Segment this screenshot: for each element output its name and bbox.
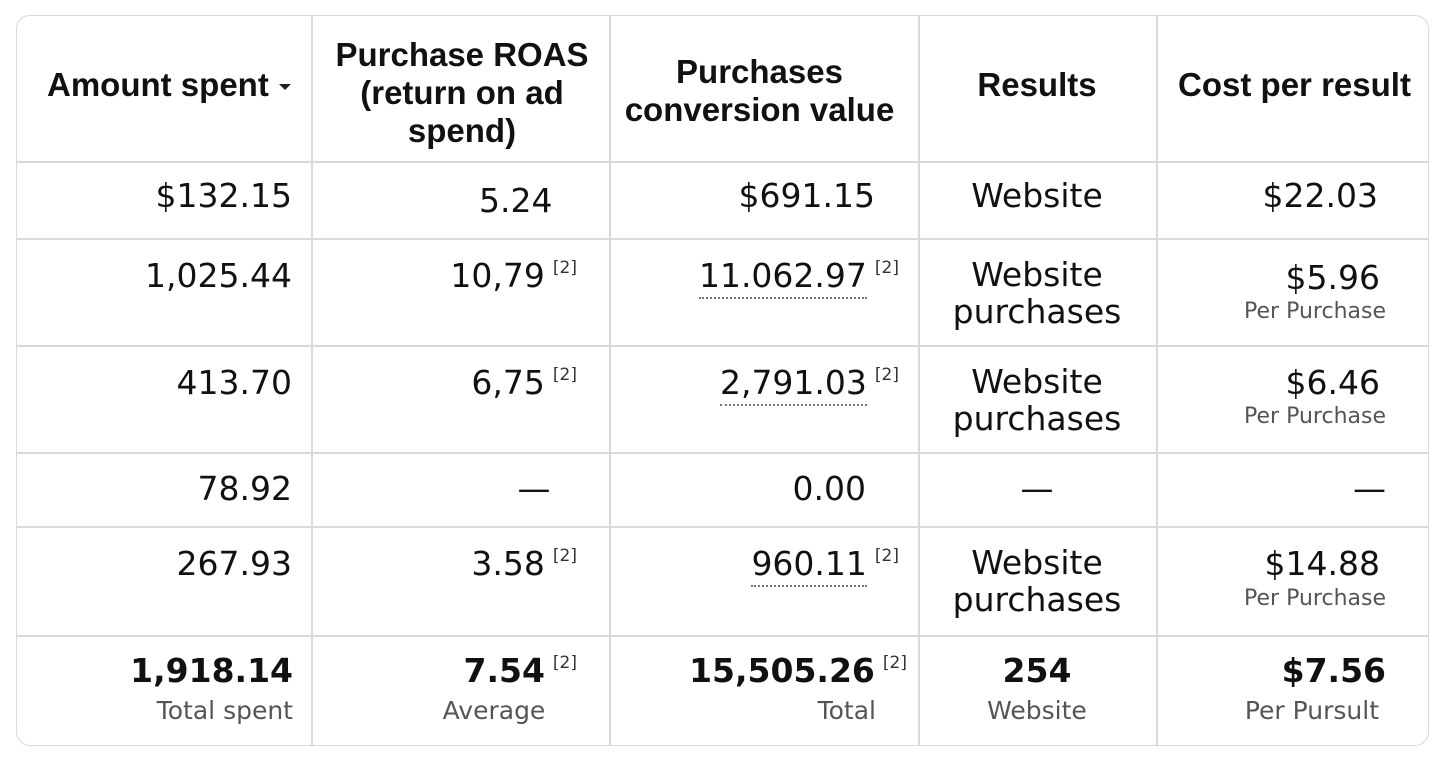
footnote-ref[interactable]: [2]	[874, 258, 899, 278]
row5-result: Website purchases	[952, 543, 1122, 619]
footnote-ref[interactable]: [2]	[552, 653, 577, 673]
total-cost: $7.56	[1281, 651, 1386, 690]
row1-amount: $132.15	[155, 176, 292, 215]
footnote-ref[interactable]: [2]	[552, 546, 577, 566]
caret-down-icon[interactable]	[278, 84, 291, 91]
total-results-label: Website	[987, 696, 1087, 725]
row2-result: Website purchases	[952, 255, 1122, 331]
header-amount-spent[interactable]: Amount spent	[47, 66, 307, 104]
row2-amount: 1,025.44	[145, 256, 292, 295]
footnote-ref[interactable]: [2]	[874, 546, 899, 566]
total-results: 254	[1002, 651, 1072, 690]
row3-value: 2,791.03 [2]	[617, 363, 899, 406]
header-amount-spent-label: Amount spent	[47, 66, 269, 103]
row5-roas: 3.58 [2]	[317, 544, 577, 583]
row3-roas: 6,75 [2]	[317, 363, 577, 402]
row3-cost-sub: Per Purchase	[1244, 404, 1386, 429]
footnote-ref[interactable]: [2]	[874, 365, 899, 385]
total-roas: 7.54 [2]	[317, 651, 577, 690]
row1-value: $691.15	[738, 176, 875, 215]
row3-amount: 413.70	[176, 363, 292, 402]
row4-result: —	[1020, 469, 1054, 508]
total-value-amount: 15,505.26	[689, 651, 875, 690]
total-amount-label: Total spent	[156, 696, 293, 725]
table-grid	[17, 16, 1428, 745]
row2-cost: $5.96	[1285, 258, 1380, 297]
row3-cost: $6.46	[1285, 363, 1380, 402]
footnote-ref[interactable]: [2]	[552, 365, 577, 385]
row-divider	[17, 635, 1428, 637]
row5-amount: 267.93	[176, 544, 292, 583]
row1-result: Website	[971, 176, 1103, 215]
row2-value-amount[interactable]: 11.062.97	[698, 256, 867, 299]
total-roas-label: Average	[442, 696, 546, 725]
row5-value: 960.11 [2]	[617, 544, 899, 587]
results-table: Amount spent Purchase ROAS (return on ad…	[16, 15, 1429, 746]
footnote-ref[interactable]: [2]	[882, 653, 907, 673]
row3-roas-value: 6,75	[471, 363, 545, 402]
row5-value-amount[interactable]: 960.11	[751, 544, 867, 587]
total-roas-value: 7.54	[463, 651, 545, 690]
row5-roas-value: 3.58	[471, 544, 545, 583]
row3-value-amount[interactable]: 2,791.03	[719, 363, 867, 406]
row-divider	[17, 526, 1428, 528]
row2-roas: 10,79 [2]	[317, 256, 577, 295]
row2-cost-sub: Per Purchase	[1244, 299, 1386, 324]
row4-roas: —	[517, 469, 551, 508]
total-value: 15,505.26 [2]	[617, 651, 907, 690]
column-divider	[311, 16, 313, 745]
header-cost-per-result[interactable]: Cost per result	[1178, 66, 1411, 103]
total-cost-label: Per Pursult	[1244, 696, 1379, 725]
row4-amount: 78.92	[197, 469, 292, 508]
header-conversion-value[interactable]: Purchases conversion value	[624, 53, 895, 128]
row2-roas-value: 10,79	[450, 256, 545, 295]
header-results[interactable]: Results	[977, 66, 1097, 103]
row2-value: 11.062.97 [2]	[617, 256, 899, 299]
row1-cost: $22.03	[1262, 176, 1378, 215]
column-divider	[918, 16, 920, 745]
row1-roas: 5.24	[479, 181, 553, 220]
footnote-ref[interactable]: [2]	[552, 258, 577, 278]
row-divider	[17, 238, 1428, 240]
row5-cost: $14.88	[1264, 544, 1380, 583]
column-divider	[1156, 16, 1158, 745]
total-amount: 1,918.14	[130, 651, 293, 690]
row4-value: 0.00	[792, 469, 866, 508]
row-divider	[17, 161, 1428, 163]
row-divider	[17, 345, 1428, 347]
row5-cost-sub: Per Purchase	[1244, 586, 1386, 611]
row-divider	[17, 452, 1428, 454]
total-value-label: Total	[817, 696, 876, 725]
header-purchase-roas[interactable]: Purchase ROAS (return on ad spend)	[335, 36, 589, 149]
column-divider	[609, 16, 611, 745]
row4-cost: —	[1353, 469, 1386, 508]
row3-result: Website purchases	[952, 362, 1122, 438]
